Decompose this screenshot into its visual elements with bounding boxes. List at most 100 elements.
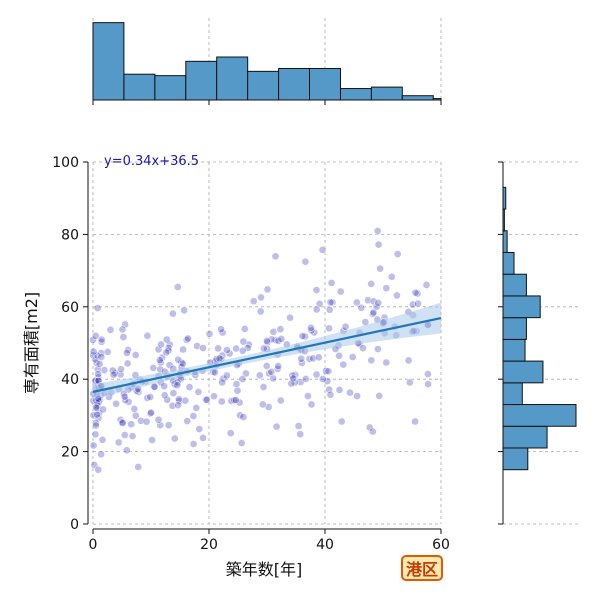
scatter-point — [249, 297, 258, 306]
scatter-point — [368, 427, 377, 436]
scatter-point — [346, 388, 354, 397]
scatter-point — [312, 370, 321, 379]
x-hist-bar — [185, 60, 218, 101]
x-marginal-histogram — [92, 18, 442, 105]
scatter-point — [327, 278, 336, 287]
scatter-point — [297, 354, 306, 363]
scatter-point — [277, 334, 286, 343]
scatter-point — [375, 391, 384, 400]
scatter-point — [162, 348, 171, 357]
scatter-point — [177, 358, 186, 367]
scatter-point — [164, 421, 173, 430]
scatter-point — [357, 303, 366, 312]
scatter-point — [158, 353, 166, 362]
scatter-point — [193, 342, 201, 350]
scatter-point — [131, 351, 140, 359]
scatter-point — [286, 313, 294, 322]
scatter-point — [262, 361, 271, 370]
scatter-point — [232, 380, 241, 388]
scatter-points — [89, 226, 432, 474]
scatter-point — [422, 280, 431, 289]
scatter-point — [160, 382, 169, 391]
scatter-point — [255, 371, 264, 380]
scatter-point — [164, 343, 173, 352]
scatter-point — [192, 403, 201, 412]
y-tick-label: 40 — [61, 372, 79, 388]
scatter-point — [339, 360, 348, 369]
y-hist-bar — [502, 447, 529, 471]
scatter-point — [271, 336, 280, 344]
scatter-point — [276, 396, 285, 405]
scatter-point — [189, 440, 198, 448]
scatter-point — [288, 371, 297, 380]
scatter-point — [233, 386, 242, 395]
scatter-point — [231, 396, 240, 404]
scatter-point — [387, 272, 396, 281]
scatter-point — [267, 367, 276, 376]
scatter-point — [137, 416, 145, 425]
scatter-point — [97, 352, 106, 361]
scatter-point — [226, 429, 235, 438]
y-hist-bar — [502, 273, 527, 297]
scatter-plot-area: 0 20 40 60 0 20 40 60 80 100 — [52, 155, 450, 553]
scatter-point — [99, 405, 107, 414]
scatter-point — [374, 240, 383, 249]
scatter-point — [130, 404, 139, 413]
y-hist-bar — [502, 360, 544, 384]
scatter-point — [307, 323, 315, 332]
scatter-point — [272, 422, 281, 431]
scatter-point — [274, 362, 283, 370]
scatter-point — [337, 417, 346, 426]
scatter-point — [323, 377, 332, 386]
scatter-point — [367, 279, 376, 288]
scatter-point — [118, 419, 127, 427]
scatter-point — [318, 375, 327, 383]
scatter-point — [91, 430, 100, 439]
y-hist-bar — [502, 295, 541, 319]
x-hist-bar — [92, 22, 125, 101]
scatter-point — [241, 369, 250, 378]
scatter-point — [121, 320, 129, 329]
scatter-point — [210, 392, 218, 401]
scatter-point — [411, 417, 419, 426]
scatter-point — [341, 322, 350, 331]
scatter-point — [411, 288, 420, 297]
scatter-point — [120, 392, 129, 401]
scatter-point — [214, 344, 222, 353]
scatter-point — [123, 359, 132, 368]
scatter-point — [100, 366, 109, 374]
y-marginal-histogram — [498, 161, 578, 525]
scatter-point — [199, 344, 207, 352]
scatter-point — [163, 395, 172, 404]
scatter-point — [232, 344, 240, 353]
scatter-point — [91, 331, 100, 340]
scatter-point — [131, 411, 140, 420]
scatter-point — [326, 390, 335, 399]
scatter-point — [392, 291, 401, 300]
scatter-point — [318, 245, 327, 254]
scatter-point — [324, 367, 333, 376]
scatter-point — [103, 347, 112, 356]
scatter-point — [336, 287, 345, 296]
scatter-point — [89, 347, 98, 356]
scatter-point — [382, 284, 391, 293]
scatter-point — [93, 304, 102, 312]
scatter-point — [273, 364, 282, 373]
scatter-point — [312, 305, 321, 314]
scatter-point — [335, 351, 343, 360]
confidence-band — [93, 302, 441, 400]
scatter-point — [185, 383, 194, 391]
scatter-point — [414, 299, 422, 308]
y-hist-bar — [502, 317, 527, 340]
scatter-point — [276, 325, 285, 334]
x-hist-bar — [278, 67, 311, 101]
scatter-point — [373, 226, 382, 235]
scatter-point — [297, 358, 306, 367]
y-tick-label: 60 — [61, 300, 79, 316]
scatter-point — [303, 392, 312, 400]
scatter-point — [256, 307, 265, 316]
y-tick-label: 0 — [70, 517, 79, 533]
scatter-point — [168, 309, 177, 318]
scatter-point — [264, 403, 273, 411]
